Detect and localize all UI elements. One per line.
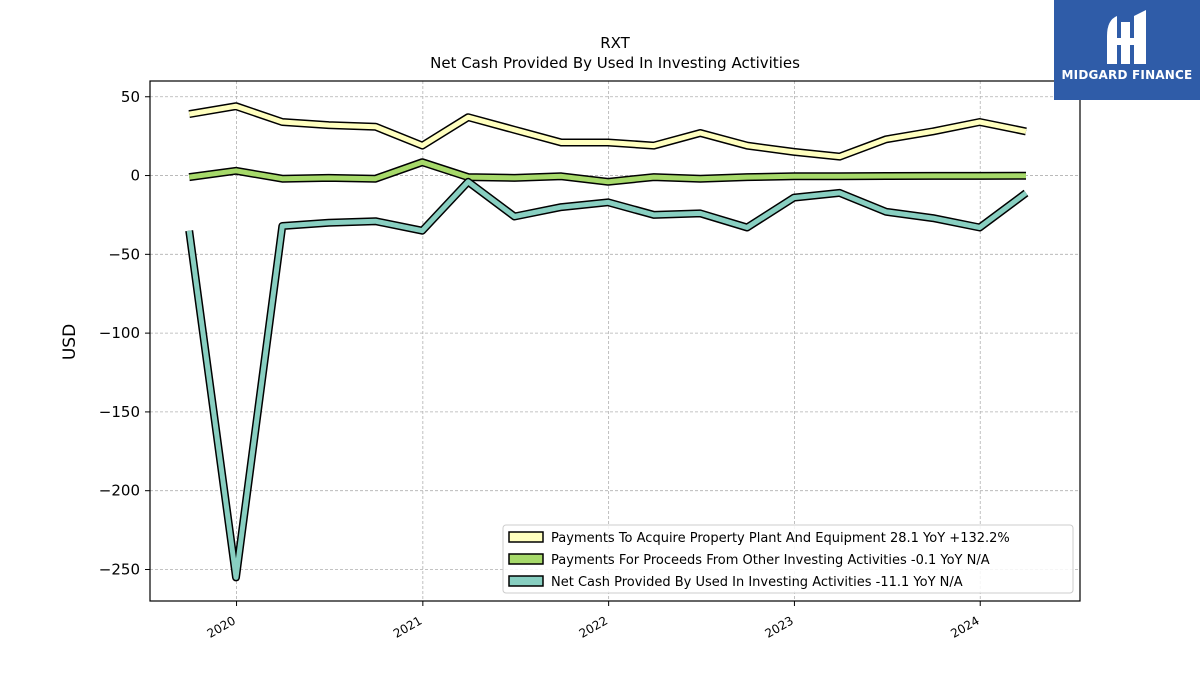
- x-tick-label: 2022: [577, 613, 610, 640]
- chart-subtitle: Net Cash Provided By Used In Investing A…: [430, 54, 800, 72]
- x-tick-label: 2021: [391, 613, 424, 640]
- plot-frame: [149, 80, 1081, 602]
- legend: Payments To Acquire Property Plant And E…: [502, 524, 1074, 594]
- series-lines: [185, 102, 1029, 582]
- legend-swatch: [508, 553, 544, 565]
- y-tick-label: 0: [130, 167, 140, 185]
- series-1-line: [188, 159, 1027, 185]
- legend-swatch: [508, 531, 544, 543]
- x-tick-label: 2024: [948, 613, 981, 640]
- y-tick-label: 50: [121, 88, 140, 106]
- brand-mark-icon: [1107, 10, 1146, 64]
- legend-label: Net Cash Provided By Used In Investing A…: [551, 575, 963, 590]
- y-tick-label: −250: [99, 560, 140, 578]
- x-tick-label: 2020: [205, 613, 238, 640]
- series-0-line: [188, 103, 1027, 160]
- y-tick-label: −50: [108, 245, 140, 263]
- brand-name: MIDGARD FINANCE: [1061, 68, 1193, 82]
- series-0-outline: [188, 102, 1027, 161]
- y-axis-label: USD: [60, 324, 80, 360]
- grid-lines: [150, 81, 1080, 601]
- y-tick-label: −100: [99, 324, 140, 342]
- brand-logo: MIDGARD FINANCE: [1054, 0, 1200, 100]
- series-2-line: [186, 179, 1028, 580]
- legend-swatch: [508, 575, 544, 587]
- y-tick-label: −200: [99, 482, 140, 500]
- y-tick-label: −150: [99, 403, 140, 421]
- legend-label: Payments To Acquire Property Plant And E…: [551, 531, 1010, 546]
- x-tick-label: 2023: [762, 613, 795, 640]
- legend-box: [502, 524, 1074, 594]
- chart-title: RXT: [600, 34, 630, 52]
- series-2-outline: [185, 177, 1029, 582]
- legend-label: Payments For Proceeds From Other Investi…: [551, 553, 990, 568]
